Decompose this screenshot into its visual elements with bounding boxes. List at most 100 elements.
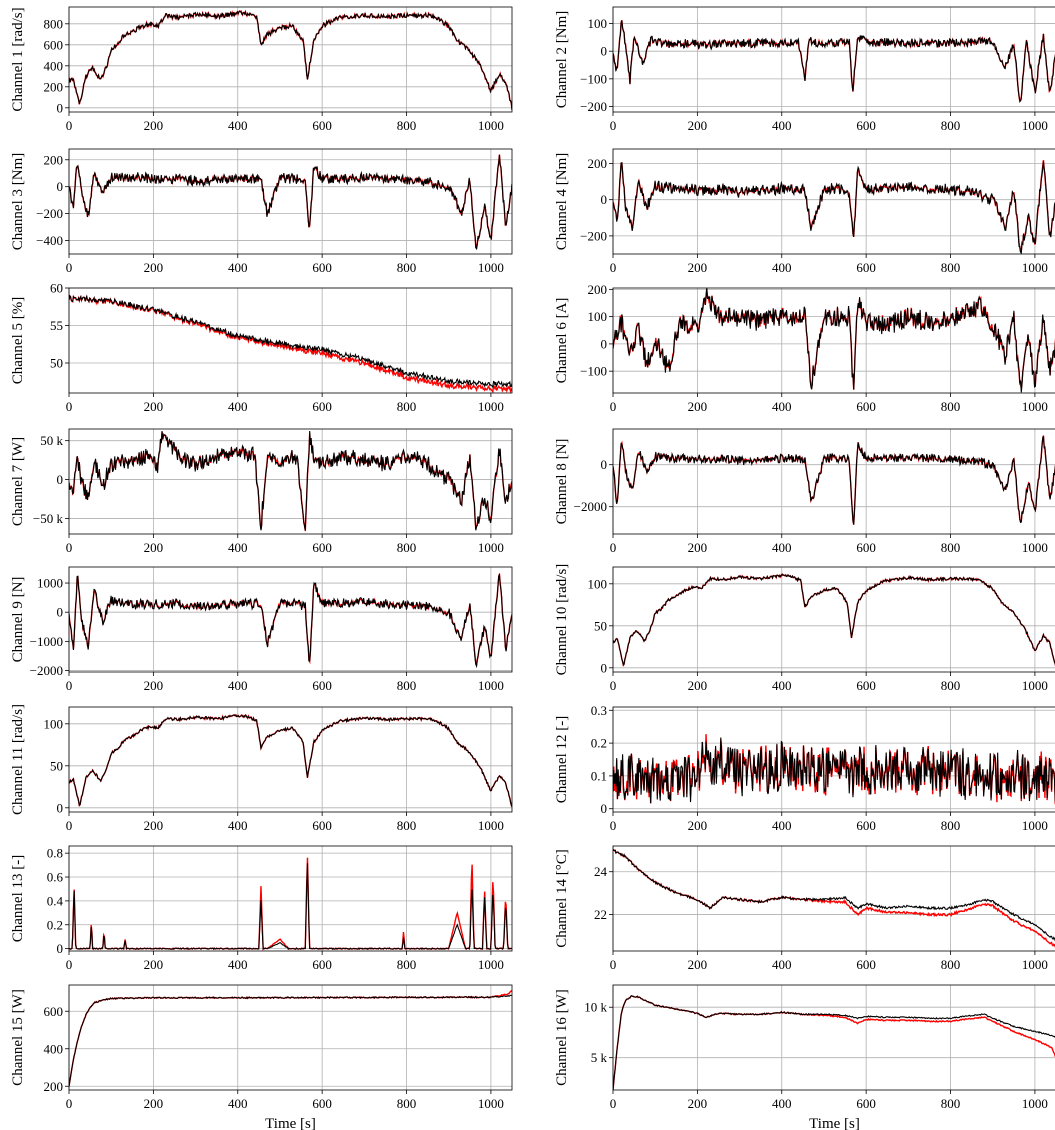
grid	[68, 985, 512, 1090]
x-tick-label: 200	[144, 399, 164, 414]
grid	[612, 985, 1055, 1090]
y-tick-label: 0	[57, 941, 64, 956]
series-line-red	[69, 154, 512, 250]
series-line-black	[613, 573, 1055, 667]
x-tick-label: 800	[941, 1096, 961, 1111]
x-tick-label: 400	[228, 118, 248, 133]
x-tick-label: 200	[688, 118, 708, 133]
x-tick-label: 0	[66, 957, 73, 972]
panel-channel-1: 0 200 400 600 800 1000 0 200 400 600 800 Channel 1 …	[10, 6, 513, 133]
grid	[68, 567, 512, 672]
x-axis-label: Time [s]	[265, 1116, 316, 1130]
x-tick-label: 400	[772, 540, 792, 555]
x-tick-label: 1000	[1022, 818, 1048, 833]
y-axis-label: Channel 10 [rad/s]	[554, 564, 570, 676]
y-axis-label: Channel 11 [rad/s]	[10, 704, 26, 815]
x-tick-label: 800	[397, 260, 417, 275]
y-tick-label: 800	[44, 16, 64, 31]
series-line-black	[613, 995, 1055, 1090]
x-tick-label: 200	[144, 818, 164, 833]
x-tick-label: 1000	[1022, 260, 1048, 275]
y-tick-label: 24	[594, 864, 608, 879]
y-axis-label: Channel 14 [°C]	[554, 849, 570, 947]
series-line-black	[69, 572, 512, 669]
x-tick-label: 0	[66, 260, 73, 275]
x-tick-label: 1000	[1022, 399, 1048, 414]
x-tick-label: 600	[856, 818, 876, 833]
x-tick-label: 0	[66, 1096, 73, 1111]
y-tick-label: 0	[601, 44, 608, 59]
series-line-black	[613, 737, 1055, 804]
y-tick-label: −100	[580, 364, 607, 379]
plot-frame	[68, 6, 513, 113]
y-tick-label: 200	[44, 1079, 64, 1094]
y-tick-label: −200	[580, 99, 607, 114]
y-tick-label: 0.4	[47, 893, 64, 908]
x-tick-label: 200	[688, 957, 708, 972]
x-tick-label: 400	[228, 399, 248, 414]
y-tick-label: −100	[580, 71, 607, 86]
x-tick-label: 0	[66, 818, 73, 833]
panel-channel-4: 0 200 400 600 800 1000 −200 0 200 Channel 4 [Nm]	[554, 148, 1055, 275]
y-axis-label: Channel 6 [A]	[554, 298, 570, 384]
series-line-red	[69, 989, 512, 1087]
y-tick-label: 400	[44, 58, 64, 73]
y-axis-label: Channel 7 [W]	[10, 437, 26, 526]
y-axis-label: Channel 2 [Nm]	[554, 11, 570, 108]
y-tick-label: 22	[594, 907, 607, 922]
y-tick-label: 0	[57, 472, 64, 487]
panel-channel-16: 0 200 400 600 800 1000 5 k 10 k Channel 16 [W]	[554, 984, 1055, 1111]
grid	[68, 429, 512, 534]
x-tick-label: 200	[144, 260, 164, 275]
y-tick-label: −2000	[30, 663, 63, 678]
x-tick-label: 0	[66, 399, 73, 414]
y-axis-label: Channel 1 [rad/s]	[10, 7, 26, 111]
x-tick-label: 200	[144, 540, 164, 555]
plot-frame	[612, 984, 1055, 1091]
x-tick-label: 800	[941, 818, 961, 833]
x-tick-label: 800	[941, 118, 961, 133]
x-tick-label: 200	[688, 399, 708, 414]
plot-frame	[68, 428, 513, 535]
series-line-black	[613, 288, 1055, 393]
x-tick-label: 400	[772, 260, 792, 275]
x-tick-label: 800	[941, 260, 961, 275]
x-tick-label: 400	[772, 678, 792, 693]
plot-frame	[68, 845, 513, 952]
x-tick-label: 400	[228, 1096, 248, 1111]
x-tick-label: 600	[312, 399, 332, 414]
y-tick-label: 100	[588, 309, 608, 324]
series-line-black	[613, 161, 1055, 254]
y-tick-label: 200	[588, 156, 608, 171]
y-tick-label: 100	[44, 716, 64, 731]
y-tick-label: 100	[588, 16, 608, 31]
x-tick-label: 1000	[1022, 540, 1048, 555]
y-tick-label: 0.8	[47, 846, 63, 861]
grid	[612, 288, 1055, 393]
y-tick-label: 0	[601, 660, 608, 675]
series-line-black	[613, 849, 1055, 942]
y-tick-label: 0	[57, 800, 64, 815]
x-tick-label: 200	[144, 678, 164, 693]
x-tick-label: 1000	[478, 957, 504, 972]
y-tick-label: 55	[50, 318, 63, 333]
series-line-red	[613, 435, 1055, 525]
y-axis-label: Channel 9 [N]	[10, 577, 26, 663]
x-tick-label: 600	[856, 957, 876, 972]
x-tick-label: 800	[397, 957, 417, 972]
x-tick-label: 600	[856, 540, 876, 555]
y-tick-label: 0	[601, 192, 608, 207]
y-tick-label: 0	[57, 100, 64, 115]
x-tick-label: 800	[397, 678, 417, 693]
x-tick-label: 0	[610, 118, 617, 133]
series-line-black	[613, 435, 1055, 525]
plot-frame	[68, 148, 513, 255]
panel-channel-13: 0 200 400 600 800 1000 0 0.2 0.4 0.6 0.8 Channel 13…	[10, 845, 513, 972]
grid	[612, 567, 1055, 672]
x-tick-label: 800	[941, 399, 961, 414]
series-line-black	[69, 863, 512, 951]
grid	[68, 287, 512, 393]
y-axis-label: Channel 8 [N]	[554, 439, 570, 525]
